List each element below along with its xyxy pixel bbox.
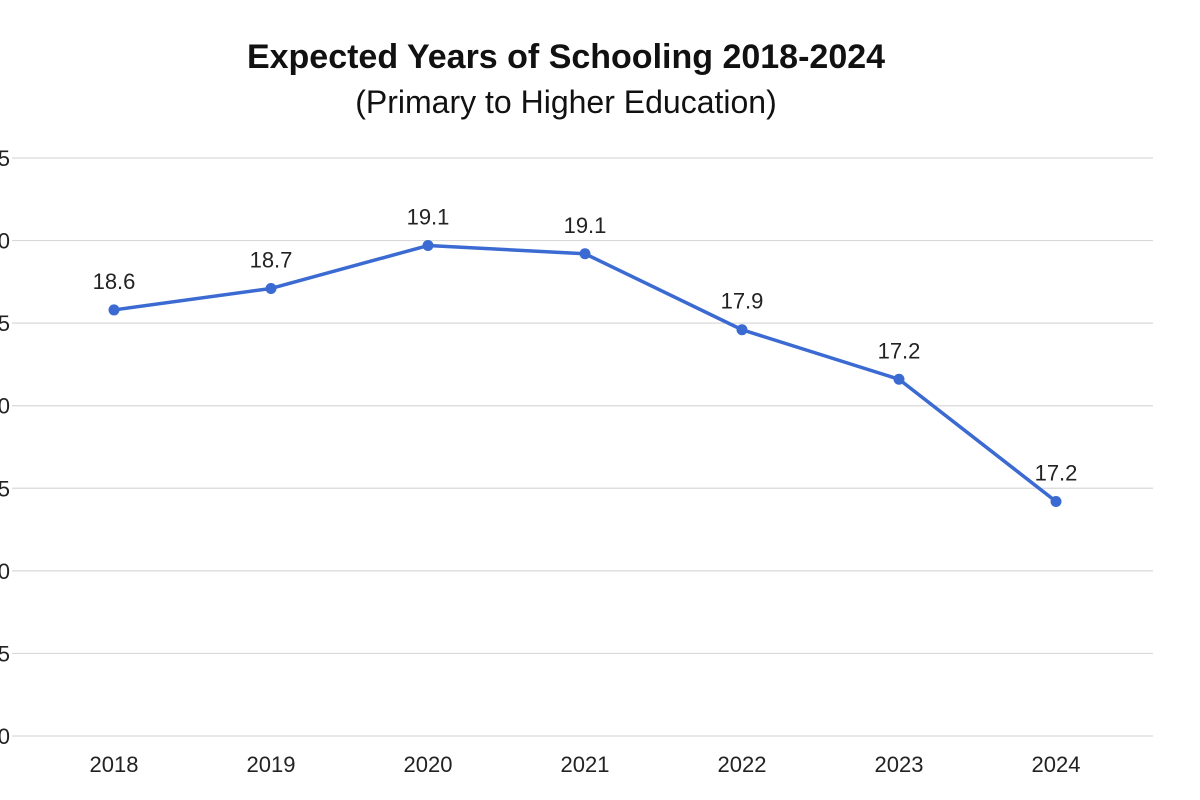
data-label: 17.2	[1035, 460, 1078, 485]
x-tick-label: 2021	[561, 752, 610, 777]
data-point	[579, 248, 591, 260]
data-label: 17.2	[878, 338, 921, 363]
data-point	[265, 282, 277, 294]
data-point	[736, 324, 748, 336]
data-label: 17.9	[721, 289, 764, 314]
x-tick-label: 2022	[718, 752, 767, 777]
data-label: 18.7	[250, 247, 293, 272]
y-tick-label: 19.0	[0, 229, 10, 254]
chart-title: Expected Years of Schooling 2018-2024	[247, 38, 885, 76]
data-point	[108, 304, 120, 316]
y-tick-label: 17.5	[0, 476, 10, 501]
data-point	[1050, 495, 1062, 507]
data-label: 19.1	[564, 213, 607, 238]
data-point	[893, 373, 905, 385]
series-line-path	[112, 243, 1058, 504]
data-labels: 18.6 18.7 19.1 19.1 17.9 17.2 17.2	[93, 205, 1078, 486]
x-tick-label: 2018	[90, 752, 139, 777]
y-tick-label: 18.0	[0, 394, 10, 419]
y-tick-label: 19.5	[0, 146, 10, 171]
data-points	[108, 240, 1062, 507]
y-tick-label: 18.5	[0, 311, 10, 336]
x-axis-ticks: 2018 2019 2020 2021 2022 2023 2024	[90, 752, 1081, 777]
x-tick-label: 2020	[404, 752, 453, 777]
x-tick-label: 2023	[875, 752, 924, 777]
chart-subtitle: (Primary to Higher Education)	[355, 84, 776, 120]
data-point	[422, 240, 434, 252]
y-tick-label: 16.5	[0, 641, 10, 666]
series-line	[112, 243, 1058, 504]
data-label: 18.6	[93, 269, 136, 294]
data-label: 19.1	[407, 205, 450, 230]
x-tick-label: 2019	[247, 752, 296, 777]
y-axis-ticks: 16.0 16.5 17.0 17.5 18.0 18.5 19.0 19.5	[0, 146, 10, 749]
gridlines	[12, 157, 1153, 737]
y-tick-label: 17.0	[0, 559, 10, 584]
y-tick-label: 16.0	[0, 724, 10, 749]
x-tick-label: 2024	[1032, 752, 1081, 777]
